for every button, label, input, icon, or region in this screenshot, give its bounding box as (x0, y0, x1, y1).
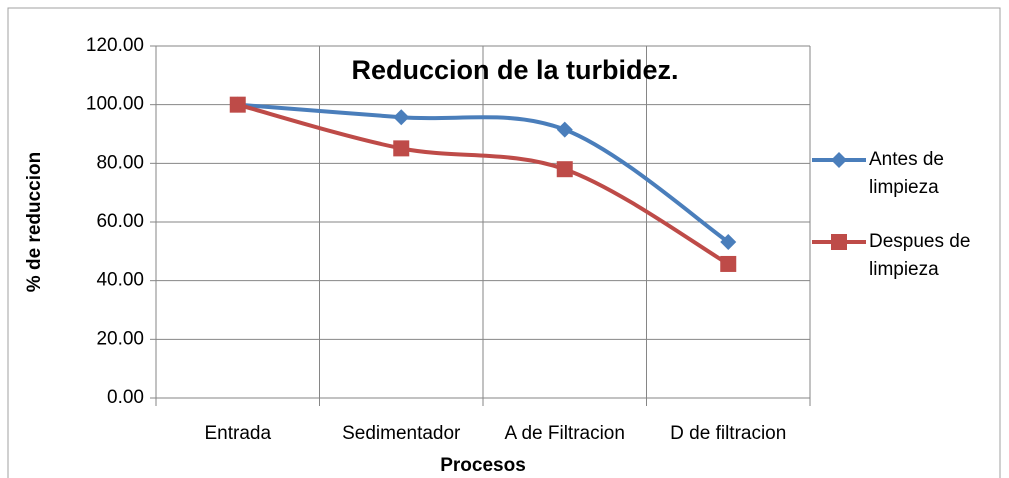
chart-border (7, 7, 1001, 478)
legend-marker (831, 234, 847, 250)
marker (720, 233, 737, 250)
marker (556, 161, 573, 178)
chart-title: Reduccion de la turbidez. (351, 55, 678, 85)
marker (229, 96, 246, 113)
y-tick-label: 20.00 (96, 328, 144, 349)
legend-label: Antes de limpieza (869, 149, 944, 198)
series-line (237, 102, 730, 266)
y-tick-label: 0.00 (107, 387, 144, 408)
x-axis-label: Procesos (440, 455, 526, 476)
y-axis-label: % de reduccion (24, 152, 45, 292)
y-tick-label: 60.00 (96, 211, 144, 232)
series-line (237, 102, 730, 244)
y-tick-label: 100.00 (86, 94, 144, 115)
marker (393, 109, 410, 126)
x-tick-label: D de filtracion (670, 423, 786, 444)
x-tick-label: A de Filtracion (505, 423, 625, 444)
marker (556, 121, 573, 138)
x-tick-label: Sedimentador (342, 423, 461, 444)
y-tick-label: 40.00 (96, 270, 144, 291)
legend-label: Despues de limpieza (869, 231, 971, 280)
marker (720, 255, 737, 272)
x-tick-label: Entrada (204, 423, 271, 444)
y-tick-label: 120.00 (86, 35, 144, 56)
marker (393, 140, 410, 157)
y-tick-label: 80.00 (96, 152, 144, 173)
legend-marker (831, 152, 847, 168)
